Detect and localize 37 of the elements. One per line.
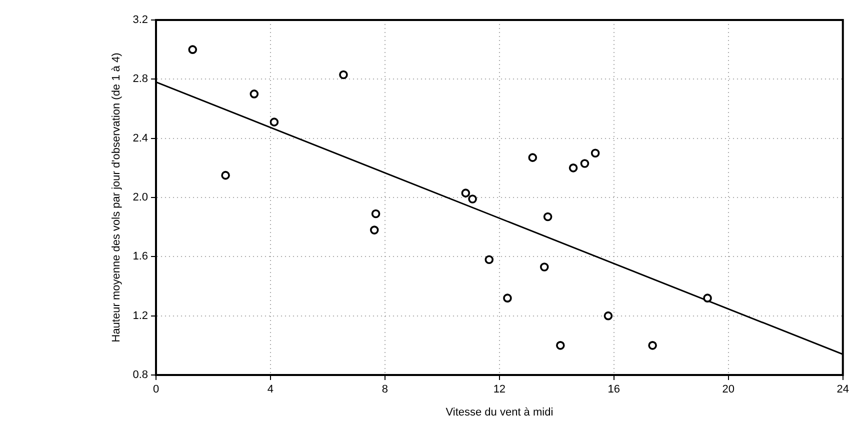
- point: [339, 70, 348, 80]
- x-tick-label: 0: [152, 384, 160, 396]
- y-tick-label: 1.6: [132, 250, 148, 263]
- x-tick-label: 16: [608, 384, 620, 396]
- x-tick-label: 20: [722, 384, 735, 396]
- point: [580, 159, 590, 168]
- point: [604, 311, 613, 320]
- point: [468, 194, 477, 204]
- point: [484, 255, 494, 264]
- x-tick-label: 8: [382, 384, 388, 396]
- point: [590, 148, 600, 158]
- point: [556, 341, 565, 350]
- x-tick-label: 12: [493, 384, 506, 396]
- point: [270, 118, 279, 126]
- point: [543, 212, 552, 222]
- x-tick-label: 24: [836, 384, 850, 396]
- point: [528, 153, 538, 162]
- point: [370, 226, 379, 234]
- y-tick-label: 2.8: [132, 73, 148, 86]
- y-tick-label: 3.2: [132, 14, 148, 26]
- point: [503, 294, 512, 302]
- point: [461, 188, 470, 198]
- y-tick-label: 0.8: [132, 369, 148, 382]
- point: [648, 341, 657, 350]
- point: [540, 262, 549, 272]
- point: [188, 45, 198, 54]
- x-axis-title: Vitesse du vent à midi: [446, 406, 554, 418]
- point: [568, 164, 578, 172]
- y-tick-label: 2.0: [132, 192, 148, 204]
- y-tick-label: 2.4: [132, 132, 148, 144]
- y-tick-label: 1.2: [132, 310, 148, 322]
- x-tick-label: 4: [267, 384, 274, 396]
- point: [221, 170, 230, 180]
- point: [250, 90, 259, 98]
- point: [371, 209, 380, 218]
- point: [703, 294, 712, 302]
- y-axis-title: Hauteur moyenne des vols par jour d'observation (de 1 à 4): [110, 52, 123, 342]
